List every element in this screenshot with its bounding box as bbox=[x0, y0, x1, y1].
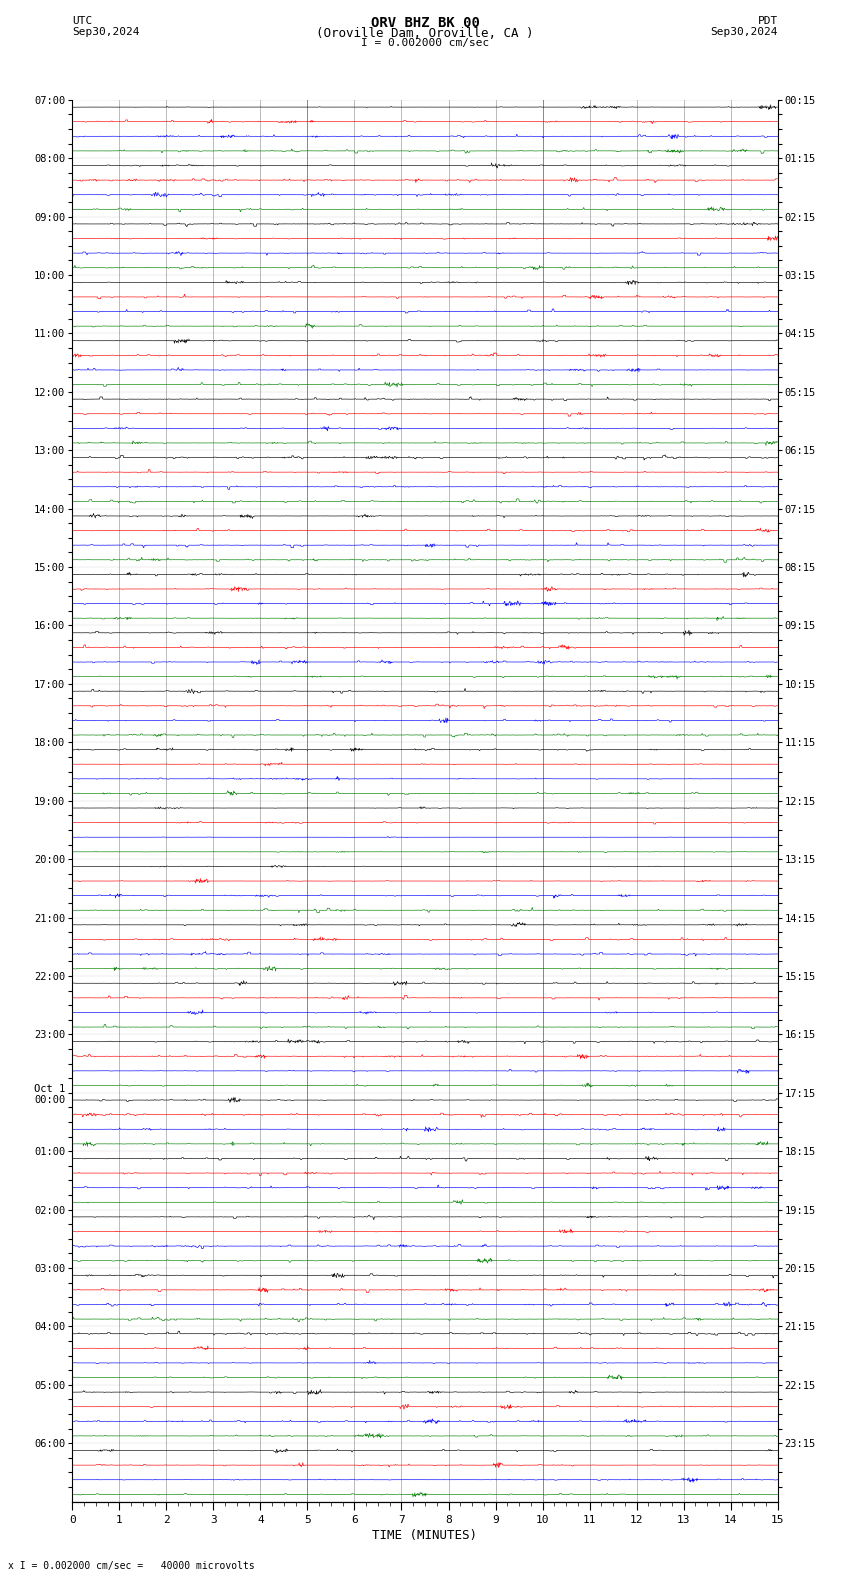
Text: x I = 0.002000 cm/sec =   40000 microvolts: x I = 0.002000 cm/sec = 40000 microvolts bbox=[8, 1562, 255, 1571]
Text: ORV BHZ BK 00: ORV BHZ BK 00 bbox=[371, 16, 479, 30]
Text: Sep30,2024: Sep30,2024 bbox=[72, 27, 139, 36]
Text: Sep30,2024: Sep30,2024 bbox=[711, 27, 778, 36]
X-axis label: TIME (MINUTES): TIME (MINUTES) bbox=[372, 1529, 478, 1541]
Text: (Oroville Dam, Oroville, CA ): (Oroville Dam, Oroville, CA ) bbox=[316, 27, 534, 40]
Text: PDT: PDT bbox=[757, 16, 778, 25]
Text: UTC: UTC bbox=[72, 16, 93, 25]
Text: I = 0.002000 cm/sec: I = 0.002000 cm/sec bbox=[361, 38, 489, 48]
